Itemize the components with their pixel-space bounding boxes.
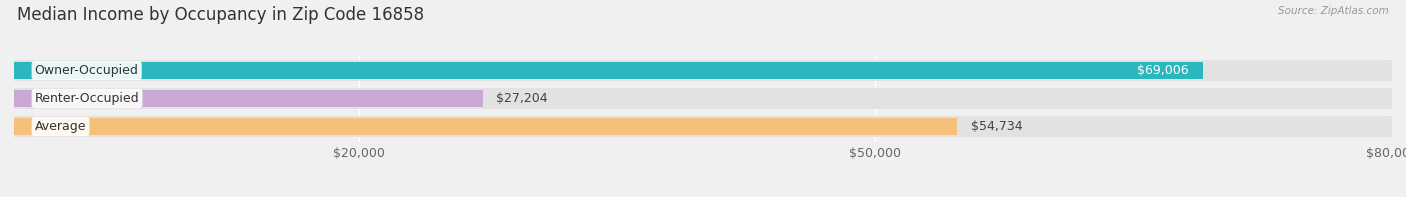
Text: $27,204: $27,204 xyxy=(496,92,548,105)
Text: Owner-Occupied: Owner-Occupied xyxy=(35,64,139,77)
Bar xyxy=(14,60,1392,81)
Bar xyxy=(14,116,1392,137)
Text: Median Income by Occupancy in Zip Code 16858: Median Income by Occupancy in Zip Code 1… xyxy=(17,6,425,24)
Text: $54,734: $54,734 xyxy=(970,120,1022,133)
Bar xyxy=(14,90,482,107)
Bar xyxy=(14,118,956,135)
Bar xyxy=(14,62,1202,79)
Text: $69,006: $69,006 xyxy=(1137,64,1189,77)
Text: Renter-Occupied: Renter-Occupied xyxy=(35,92,139,105)
Bar xyxy=(14,88,1392,109)
Text: Source: ZipAtlas.com: Source: ZipAtlas.com xyxy=(1278,6,1389,16)
Text: Average: Average xyxy=(35,120,86,133)
